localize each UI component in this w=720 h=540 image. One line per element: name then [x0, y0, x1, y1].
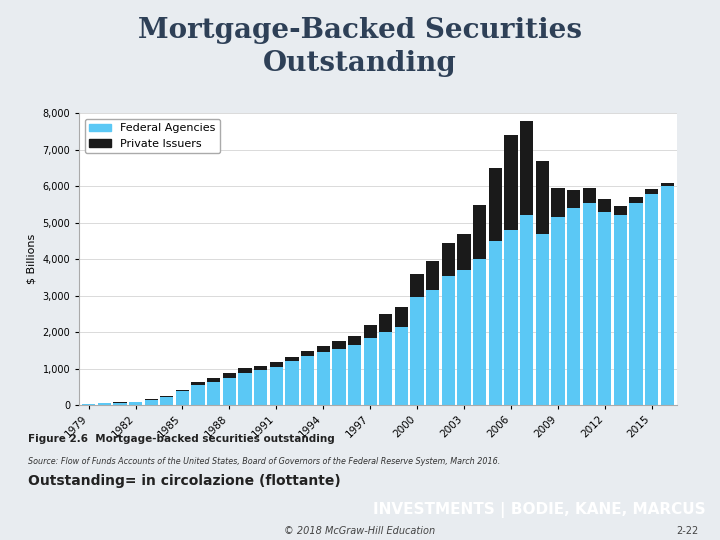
Bar [113, 402, 127, 403]
Bar [442, 243, 455, 275]
Bar [285, 361, 299, 405]
Bar [536, 161, 549, 234]
Bar [285, 356, 299, 361]
Bar [301, 350, 314, 356]
Bar [332, 348, 346, 405]
Bar [348, 336, 361, 345]
Bar [254, 366, 267, 370]
Bar [192, 385, 204, 405]
Bar [520, 215, 534, 405]
Bar [426, 261, 439, 290]
Bar [614, 215, 627, 405]
Bar [145, 399, 158, 400]
Bar [222, 377, 236, 405]
Text: INVESTMENTS | BODIE, KANE, MARCUS: INVESTMENTS | BODIE, KANE, MARCUS [373, 502, 706, 518]
Bar [145, 400, 158, 405]
Bar [176, 392, 189, 405]
Bar [582, 188, 596, 202]
Bar [442, 275, 455, 405]
Text: 2-22: 2-22 [676, 526, 698, 536]
Bar [395, 327, 408, 405]
Text: Mortgage-Backed Securities
Outstanding: Mortgage-Backed Securities Outstanding [138, 17, 582, 77]
Bar [552, 188, 564, 217]
Bar [661, 183, 674, 186]
Bar [270, 367, 283, 405]
Bar [473, 205, 486, 259]
Bar [364, 338, 377, 405]
Y-axis label: $ Billions: $ Billions [27, 234, 37, 285]
Bar [270, 362, 283, 367]
Bar [473, 259, 486, 405]
Bar [598, 212, 611, 405]
Bar [645, 189, 658, 193]
Bar [661, 186, 674, 405]
Bar [504, 230, 518, 405]
Bar [504, 135, 518, 230]
Bar [238, 368, 252, 373]
Text: Source: Flow of Funds Accounts of the United States, Board of Governors of the F: Source: Flow of Funds Accounts of the Un… [28, 457, 500, 466]
Bar [160, 396, 174, 397]
Bar [379, 332, 392, 405]
Bar [82, 404, 95, 405]
Bar [222, 373, 236, 377]
Bar [364, 325, 377, 338]
Bar [410, 298, 424, 405]
Bar [348, 345, 361, 405]
Bar [379, 314, 392, 332]
Bar [301, 356, 314, 405]
Bar [457, 234, 471, 270]
Bar [567, 208, 580, 405]
Bar [489, 168, 502, 241]
Bar [598, 199, 611, 212]
Bar [582, 202, 596, 405]
Bar [98, 403, 111, 405]
Legend: Federal Agencies, Private Issuers: Federal Agencies, Private Issuers [85, 119, 220, 153]
Bar [176, 389, 189, 392]
Bar [645, 193, 658, 405]
Text: Figure 2.6  Mortgage-backed securities outstanding: Figure 2.6 Mortgage-backed securities ou… [28, 434, 335, 444]
Bar [489, 241, 502, 405]
Bar [317, 346, 330, 352]
Bar [160, 397, 174, 405]
Bar [536, 234, 549, 405]
Bar [520, 120, 534, 215]
Bar [129, 402, 142, 405]
Bar [207, 378, 220, 382]
Bar [317, 352, 330, 405]
Text: © 2018 McGraw-Hill Education: © 2018 McGraw-Hill Education [284, 526, 436, 536]
Bar [552, 217, 564, 405]
Bar [254, 370, 267, 405]
Bar [332, 341, 346, 348]
Bar [457, 270, 471, 405]
Bar [238, 373, 252, 405]
Bar [192, 382, 204, 385]
Text: Outstanding= in circolazione (flottante): Outstanding= in circolazione (flottante) [28, 474, 341, 488]
Bar [614, 206, 627, 215]
Bar [426, 290, 439, 405]
Bar [395, 307, 408, 327]
Bar [410, 274, 424, 298]
Bar [113, 403, 127, 405]
Bar [629, 197, 643, 202]
Bar [567, 190, 580, 208]
Bar [629, 202, 643, 405]
Bar [207, 382, 220, 405]
